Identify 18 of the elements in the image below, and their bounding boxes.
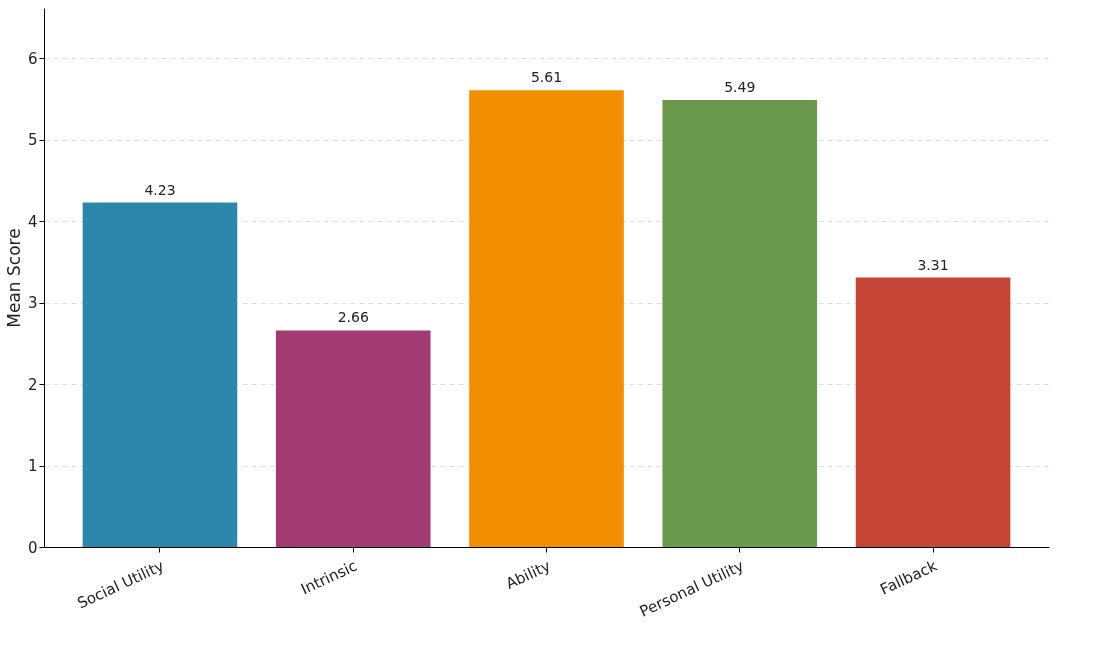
y-tick-label: 2 bbox=[27, 375, 38, 394]
y-tick-label: 0 bbox=[27, 538, 38, 557]
data-label: 4.23 bbox=[144, 181, 176, 198]
bar bbox=[855, 277, 1011, 547]
data-label: 2.66 bbox=[337, 309, 369, 326]
data-label: 3.31 bbox=[917, 256, 949, 273]
y-tick-label: 1 bbox=[27, 457, 38, 476]
y-tick-label: 5 bbox=[27, 131, 38, 150]
y-tick-label: 6 bbox=[27, 49, 38, 68]
bar bbox=[275, 330, 431, 547]
y-axis-title: Mean Score bbox=[3, 228, 24, 328]
y-tick-label: 3 bbox=[27, 294, 38, 313]
data-label: 5.49 bbox=[724, 79, 756, 95]
bar bbox=[469, 90, 624, 547]
data-label: 5.61 bbox=[530, 69, 563, 86]
y-tick-label: 4 bbox=[27, 212, 38, 231]
bar bbox=[82, 202, 238, 547]
bar bbox=[662, 100, 818, 547]
